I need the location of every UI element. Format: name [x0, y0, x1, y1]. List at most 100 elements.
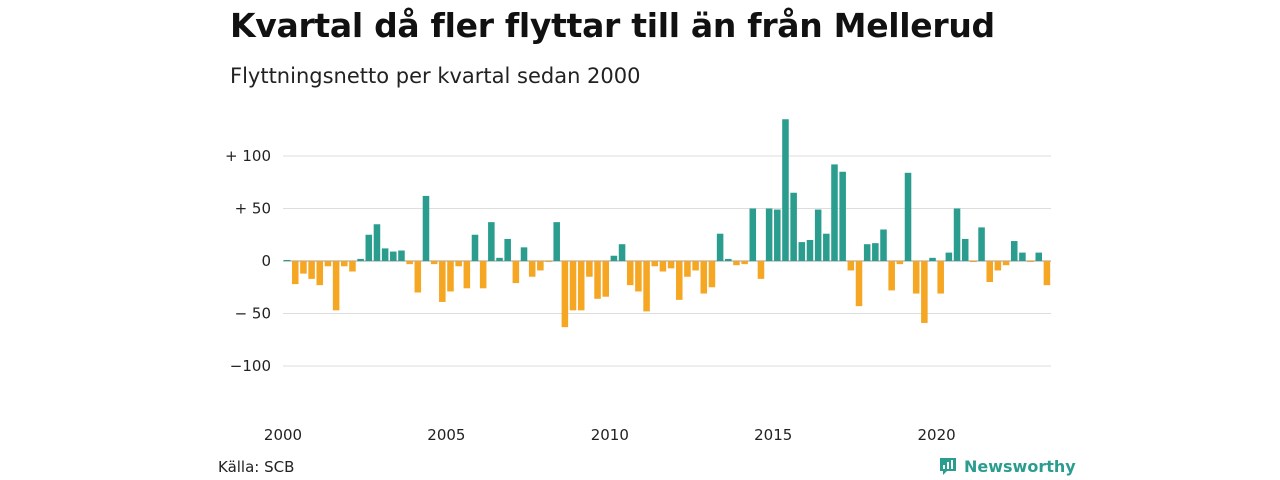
- bar: [357, 258, 364, 261]
- bar: [945, 252, 953, 261]
- bar: [316, 261, 324, 286]
- bar: [569, 261, 577, 311]
- bar: [725, 258, 732, 261]
- bar: [806, 240, 814, 261]
- bar: [994, 261, 1002, 271]
- bar: [929, 257, 936, 261]
- bar: [708, 261, 716, 288]
- bar: [291, 261, 299, 285]
- bar: [782, 119, 789, 261]
- y-tick-label: −100: [230, 357, 271, 375]
- bar: [390, 251, 397, 261]
- brand[interactable]: Newsworthy: [938, 456, 1076, 476]
- bar: [757, 261, 765, 279]
- bar: [553, 222, 560, 261]
- bar: [904, 172, 912, 261]
- bars: [283, 119, 1051, 328]
- bar: [986, 261, 993, 282]
- x-tick-label: 2020: [918, 426, 956, 444]
- bar: [463, 261, 471, 289]
- bar-chart: + 100 + 50 0 − 50 −100 2000 2005 2010 2015 2020: [225, 119, 1051, 444]
- bar: [496, 257, 503, 261]
- bar: [520, 247, 528, 261]
- bar: [1035, 252, 1043, 261]
- bar: [831, 164, 838, 261]
- bar: [537, 261, 544, 271]
- bar: [373, 224, 381, 261]
- bar: [774, 209, 781, 261]
- bar: [602, 261, 609, 297]
- bar: [365, 234, 373, 261]
- bar: [1002, 261, 1010, 266]
- bar: [1043, 261, 1051, 286]
- bar: [439, 261, 446, 302]
- bar: [594, 261, 601, 299]
- bar: [978, 227, 985, 261]
- bar: [430, 261, 438, 265]
- bar: [422, 195, 430, 261]
- chart-subtitle: Flyttningsnetto per kvartal sedan 2000: [230, 64, 641, 88]
- bar: [488, 222, 495, 261]
- x-tick-label: 2005: [427, 426, 465, 444]
- bar: [880, 229, 887, 261]
- bar: [872, 243, 879, 261]
- chart-title: Kvartal då fler flyttar till än från Mel…: [230, 6, 995, 45]
- bar: [921, 261, 928, 323]
- x-axis-ticks: 2000 2005 2010 2015 2020: [264, 426, 956, 444]
- bar: [341, 261, 348, 267]
- bar: [749, 208, 757, 261]
- bar: [308, 261, 315, 279]
- bar: [1027, 261, 1034, 263]
- bar: [332, 261, 340, 311]
- bar: [912, 261, 920, 294]
- bar: [765, 208, 773, 261]
- y-tick-label: + 50: [235, 200, 271, 218]
- bar: [863, 244, 871, 261]
- bar: [398, 250, 405, 261]
- bar: [896, 261, 904, 265]
- bar: [700, 261, 708, 294]
- bar: [741, 261, 748, 265]
- bar: [626, 261, 634, 286]
- bar: [684, 261, 691, 277]
- y-tick-label: 0: [261, 252, 271, 270]
- bar: [586, 261, 593, 277]
- source-note: Källa: SCB: [218, 458, 295, 476]
- bar: [651, 261, 659, 267]
- bar: [1019, 252, 1026, 261]
- bar: [545, 261, 552, 263]
- y-tick-label: − 50: [235, 305, 271, 323]
- bar: [406, 261, 413, 265]
- bar: [283, 259, 291, 261]
- bar: [953, 208, 961, 261]
- bar: [455, 261, 462, 267]
- bar: [798, 242, 806, 261]
- y-axis-ticks: + 100 + 50 0 − 50 −100: [225, 147, 271, 375]
- x-tick-label: 2010: [591, 426, 629, 444]
- bar: [823, 233, 830, 261]
- bar: [561, 261, 569, 328]
- bar: [635, 261, 642, 292]
- newsworthy-logo-icon: [940, 458, 956, 475]
- bar: [937, 261, 944, 294]
- bar: [970, 261, 977, 263]
- bar: [839, 171, 846, 261]
- bar: [667, 261, 675, 269]
- bar: [1010, 241, 1018, 261]
- bar: [659, 261, 667, 272]
- bar: [479, 261, 487, 289]
- bar: [692, 261, 699, 271]
- x-tick-label: 2015: [754, 426, 792, 444]
- bar: [577, 261, 585, 311]
- y-tick-label: + 100: [225, 147, 271, 165]
- bar: [733, 261, 740, 266]
- bar: [349, 261, 356, 272]
- bar: [610, 255, 618, 261]
- bar: [471, 234, 479, 261]
- bar: [855, 261, 863, 307]
- bar: [675, 261, 683, 300]
- bar: [512, 261, 520, 284]
- brand-name: Newsworthy: [964, 456, 1076, 476]
- bar: [814, 209, 822, 261]
- bar: [716, 233, 724, 261]
